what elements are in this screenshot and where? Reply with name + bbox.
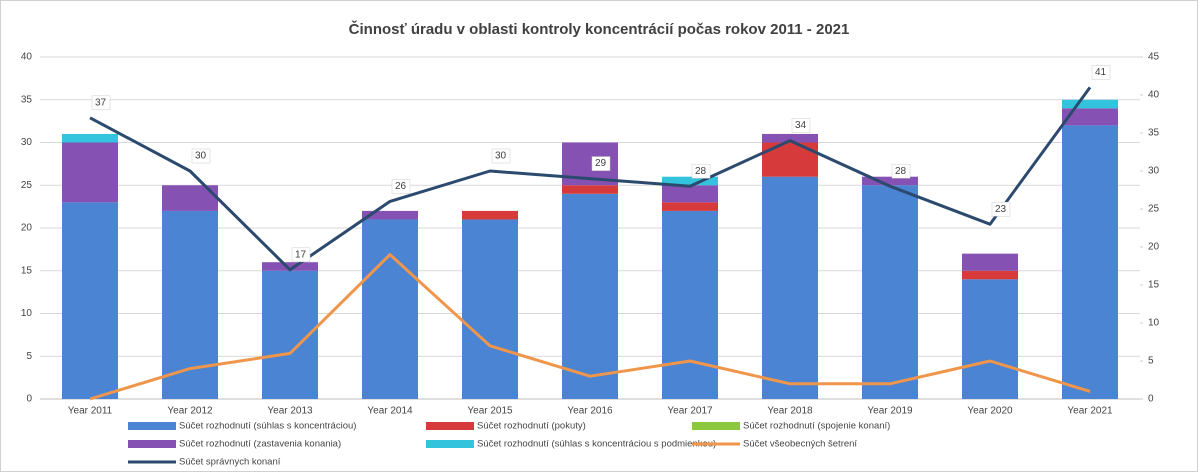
bar-segment [662,210,718,399]
y2-tick-label: 15 [1148,280,1160,291]
data-label-box [191,148,211,164]
bar-segment [1062,125,1118,400]
bar-segment [662,176,718,186]
bar-segment [962,279,1018,399]
x-tick-label: Year 2019 [867,406,913,417]
y-tick-label: 30 [21,137,33,148]
data-label-box [691,163,711,179]
y2-tick-label: 25 [1148,204,1160,215]
y-tick-label: 40 [21,52,33,63]
x-tick-label: Year 2011 [68,406,113,417]
legend-swatch [692,422,740,430]
y2-tick-label: 45 [1148,52,1160,63]
x-tick-label: Year 2021 [1067,406,1113,417]
bar-segment [562,193,618,399]
bar-segment [762,133,818,143]
bar-segment [62,133,118,143]
data-label: 41 [1095,67,1107,78]
legend-label: Súčet všeobecných šetrení [743,439,857,450]
data-label: 17 [295,249,307,260]
bar-segment [862,176,918,186]
data-label: 37 [95,97,107,108]
data-label: 28 [895,166,907,177]
y2-tick-label: 40 [1148,90,1160,101]
chart-title: Činnosť úradu v oblasti kontroly koncent… [349,20,850,38]
y-tick-label: 35 [21,94,33,105]
data-label-box [291,247,311,263]
y2-tick-label: 20 [1148,242,1160,253]
x-tick-label: Year 2018 [767,406,813,417]
bar-segment [962,270,1018,280]
x-tick-label: Year 2012 [167,406,213,417]
data-label: 23 [995,204,1007,215]
bar-segment [662,202,718,211]
data-label-box [1091,65,1111,80]
bar-segment [362,219,418,399]
y2-tick-label: 30 [1148,166,1160,177]
data-label: 30 [195,151,207,162]
data-label-box [591,156,611,171]
data-label-box [791,118,811,133]
bar-segment [862,185,918,399]
data-label: 28 [695,166,707,177]
bar-segment [362,210,418,220]
y2-tick-label: 5 [1148,356,1154,367]
bar-segment [62,142,118,203]
bar-segment [462,219,518,399]
data-label-box [91,95,111,111]
legend-swatch [128,440,176,448]
x-tick-label: Year 2015 [467,406,513,417]
line [89,253,1091,401]
x-tick-label: Year 2020 [967,406,1013,417]
data-label: 26 [395,181,407,192]
legend-label: Súčet rozhodnutí (súhlas s koncentráciou… [477,439,716,450]
data-label: 34 [795,120,807,131]
bar-segment [62,202,118,399]
bar-segment [1062,108,1118,126]
y-tick-label: 0 [26,394,32,405]
legend-label: Súčet rozhodnutí (zastavenia konania) [179,439,341,450]
y2-tick-label: 0 [1148,394,1154,405]
data-label-box [491,148,511,164]
bar-segment [562,185,618,194]
data-label: 30 [495,151,507,162]
y-tick-label: 25 [21,180,33,191]
y-tick-label: 10 [21,308,33,319]
bar-segment [262,262,318,271]
bar-segment [162,210,218,399]
legend-label: Súčet rozhodnutí (súhlas s koncentráciou… [179,421,356,432]
legend-label: Súčet správnych konaní [179,457,281,468]
legend-swatch [426,440,474,448]
legend-label: Súčet rozhodnutí (pokuty) [477,421,586,432]
line [89,86,1092,272]
y2-tick-label: 10 [1148,318,1160,329]
legend-swatch [128,422,176,430]
bar-segment [762,142,818,177]
y2-tick-label: 35 [1148,128,1160,139]
y-tick-label: 15 [21,265,33,276]
x-tick-label: Year 2016 [567,406,613,417]
x-tick-label: Year 2014 [367,406,413,417]
legend-label: Súčet rozhodnutí (spojenie konaní) [743,421,890,432]
x-tick-label: Year 2013 [267,406,313,417]
bar-segment [1062,99,1118,109]
data-label: 29 [595,158,607,169]
data-label-box [391,179,411,194]
y-tick-label: 20 [21,223,33,234]
legend-swatch [426,422,474,430]
data-label-box [891,163,911,179]
bar-segment [762,176,818,399]
bar-segment [462,210,518,220]
x-tick-label: Year 2017 [667,406,713,417]
bar-segment [962,253,1018,271]
y-tick-label: 5 [26,351,32,362]
data-label-box [991,201,1011,217]
bar-segment [662,185,718,203]
